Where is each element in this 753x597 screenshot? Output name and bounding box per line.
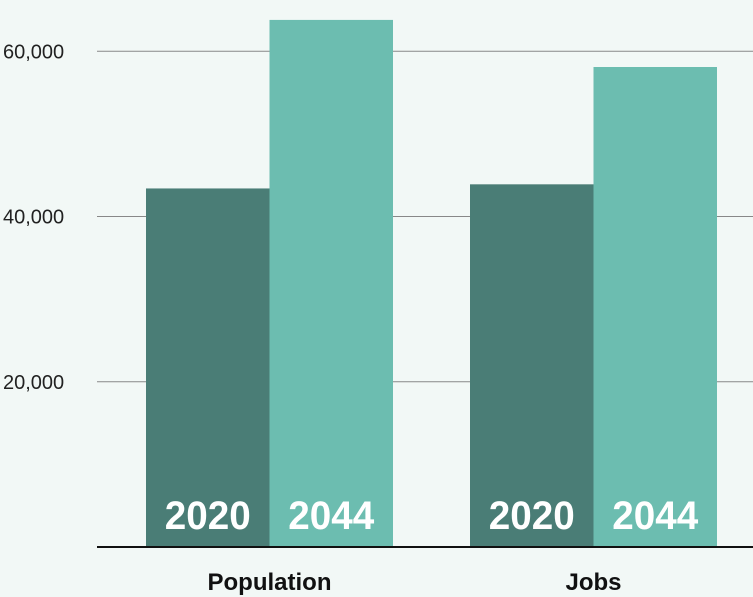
y-tick-label-0: 20,000: [3, 372, 64, 394]
y-axis-ticks: 20,000 40,000 60,000: [3, 41, 64, 393]
y-tick-label-1: 40,000: [3, 207, 64, 229]
bar-population-2020: [146, 188, 270, 548]
category-label-jobs: Jobs: [565, 569, 621, 596]
bar-label-jobs-2020: 2020: [489, 494, 575, 538]
bar-jobs-2020: [470, 184, 594, 547]
bar-label-population-2020: 2020: [165, 494, 251, 538]
category-label-population: Population: [208, 569, 332, 596]
bar-label-jobs-2044: 2044: [612, 494, 699, 538]
bars: 2020 2044 2020 2044: [146, 19, 717, 548]
bar-population-2044: [269, 19, 393, 548]
bar-label-population-2044: 2044: [288, 494, 375, 538]
category-labels: Population Jobs: [208, 569, 622, 596]
bar-jobs-2044: [593, 67, 717, 548]
y-tick-label-2: 60,000: [3, 41, 64, 63]
